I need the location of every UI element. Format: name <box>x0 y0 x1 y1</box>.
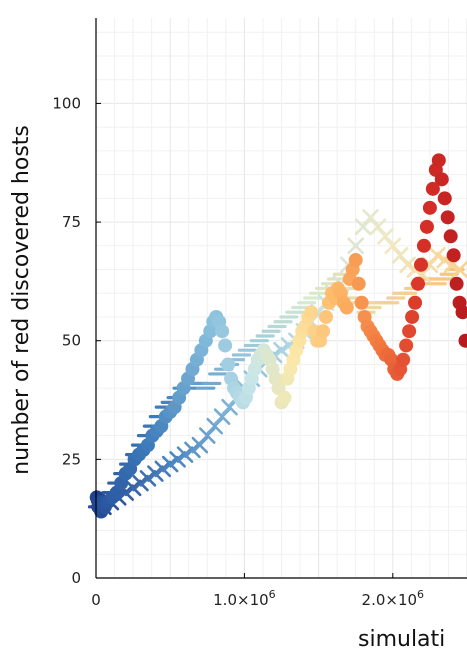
cross-point <box>377 228 394 245</box>
y-tick-labels: 0 25 50 75 100 <box>52 94 101 587</box>
cross-point <box>139 470 157 487</box>
circle-point <box>446 248 461 263</box>
circle-point <box>408 295 423 310</box>
cross-point <box>451 261 467 278</box>
cross-point <box>169 451 186 468</box>
circle-point <box>449 276 464 291</box>
circle-point <box>316 324 331 339</box>
y-tick-label: 50 <box>62 332 81 350</box>
cross-point <box>124 479 142 497</box>
cross-point <box>221 398 238 416</box>
circle-point <box>402 324 417 339</box>
cross-point <box>391 246 409 264</box>
y-tick-label: 0 <box>71 569 81 587</box>
x-tick-label: 0 <box>91 591 101 609</box>
cross-point <box>384 237 402 255</box>
circle-point <box>455 305 467 320</box>
cross-point <box>147 465 164 482</box>
cross-point <box>132 474 149 492</box>
circle-point <box>411 276 426 291</box>
circle-point <box>218 338 233 353</box>
circle-point <box>440 210 455 225</box>
circle-point <box>351 276 366 291</box>
data-points <box>87 153 467 519</box>
circle-point <box>354 295 369 310</box>
circle-point <box>458 333 467 348</box>
cross-point <box>199 427 216 444</box>
x-tick-label: 2.0×106 <box>362 588 425 609</box>
x-tick-label: 1.0×106 <box>213 588 276 609</box>
circle-point <box>304 305 319 320</box>
circle-point <box>396 352 411 367</box>
circle-point <box>422 200 437 215</box>
cross-point <box>184 441 201 459</box>
cross-point <box>362 209 379 226</box>
x-axis-title: simulati <box>358 627 445 652</box>
cross-point <box>399 256 416 274</box>
circle-point <box>215 324 230 339</box>
circle-point <box>431 153 446 168</box>
cross-point <box>206 417 224 435</box>
y-tick-label: 100 <box>52 94 81 112</box>
circle-point <box>348 253 363 268</box>
cross-point <box>429 246 446 264</box>
y-tick-label: 25 <box>62 450 81 468</box>
circle-point <box>437 191 452 206</box>
circle-point <box>419 219 434 234</box>
cross-point <box>369 218 387 236</box>
circle-point <box>425 181 440 196</box>
circle-point <box>277 390 292 405</box>
circle-point <box>416 238 431 253</box>
cross-point <box>354 218 372 236</box>
circle-point <box>339 300 354 315</box>
cross-point <box>191 436 209 454</box>
circle-point <box>405 309 420 324</box>
circle-point <box>413 257 428 272</box>
cross-point <box>347 237 364 255</box>
circle-point <box>434 172 449 187</box>
y-axis-title: number of red discovered hosts <box>9 125 34 475</box>
circle-point <box>221 357 236 372</box>
circle-point <box>443 229 458 244</box>
circle-point <box>319 309 334 324</box>
y-tick-label: 75 <box>62 213 81 231</box>
cross-point <box>161 455 179 473</box>
cross-point <box>273 341 290 359</box>
cross-point <box>176 446 194 463</box>
axes <box>95 18 467 579</box>
cross-point <box>154 460 172 478</box>
x-tick-labels: 0 1.0×106 2.0×106 <box>91 573 424 609</box>
circle-point <box>399 338 414 353</box>
cross-point <box>213 408 231 425</box>
